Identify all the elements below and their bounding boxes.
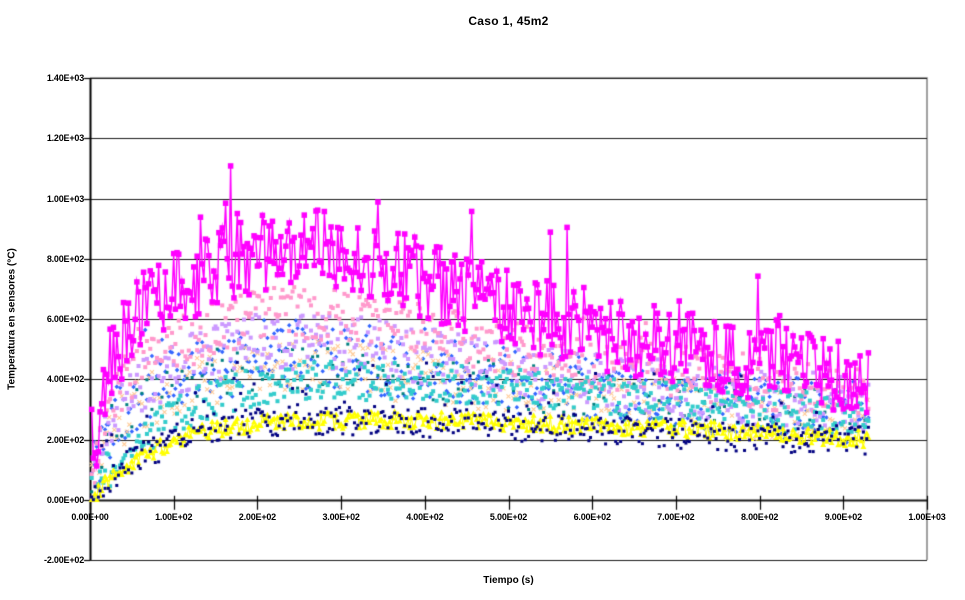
x-tick-label: 6.00E+02 — [573, 511, 611, 522]
y-tick-label: 2.00E+02 — [46, 434, 84, 445]
x-axis-title: Tiempo (s) — [483, 575, 534, 586]
x-tick-label: 0.00E+00 — [71, 511, 109, 522]
chart-title: Caso 1, 45m2 — [468, 14, 549, 28]
y-tick-label: 0.00E+00 — [46, 494, 84, 505]
x-tick-label: 2.00E+02 — [238, 511, 276, 522]
y-tick-label: -2.00E+02 — [44, 555, 84, 565]
y-tick-label: 4.00E+02 — [46, 374, 84, 385]
y-tick-label: 1.20E+03 — [46, 133, 84, 144]
x-tick-label: 3.00E+02 — [322, 511, 360, 522]
y-tick-label: 8.00E+02 — [46, 253, 84, 264]
x-tick-label: 1.00E+03 — [908, 511, 946, 522]
x-tick-label: 8.00E+02 — [741, 511, 779, 522]
x-tick-label: 5.00E+02 — [489, 511, 528, 522]
x-tick-label: 4.00E+02 — [406, 511, 444, 522]
x-tick-label: 9.00E+02 — [824, 511, 862, 522]
x-tick-label: 1.00E+02 — [155, 511, 193, 522]
y-tick-label: 1.00E+03 — [46, 193, 84, 204]
y-tick-label: 1.40E+03 — [46, 73, 84, 83]
y-tick-label: 6.00E+02 — [46, 314, 84, 324]
x-tick-label: 7.00E+02 — [657, 511, 695, 522]
